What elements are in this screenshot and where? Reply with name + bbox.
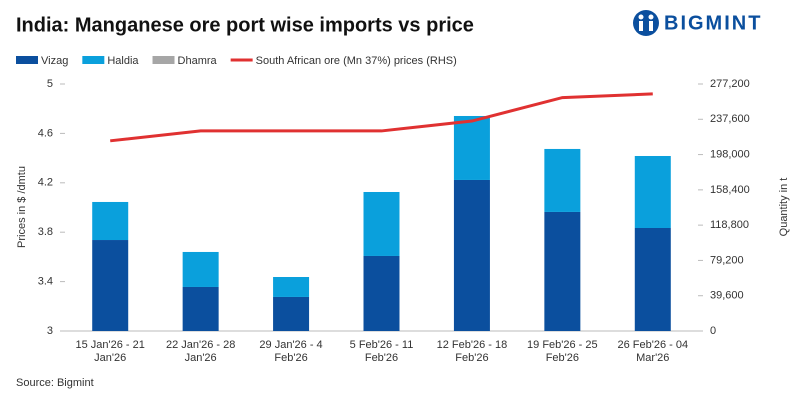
x-tick-label: 19 Feb'26 - 25 Feb'26 bbox=[527, 339, 598, 364]
x-tick-label: 5 Feb'26 - 11 Feb'26 bbox=[349, 339, 414, 364]
chart-title: India: Manganese ore port wise imports v… bbox=[16, 14, 474, 36]
y2-tick-label: 237,600 bbox=[710, 113, 750, 125]
bar bbox=[273, 296, 310, 331]
bar bbox=[634, 227, 671, 331]
legend-swatch bbox=[82, 56, 105, 64]
bar bbox=[453, 115, 490, 180]
x-tick-label: 29 Jan'26 - 4 Feb'26 bbox=[259, 339, 323, 364]
bar bbox=[92, 240, 129, 331]
x-tick-label: 22 Jan'26 - 28 Jan'26 bbox=[165, 339, 236, 364]
bar bbox=[182, 286, 219, 331]
legend-label: Vizag bbox=[41, 55, 68, 67]
bar bbox=[273, 277, 310, 297]
source: Source: Bigmint bbox=[16, 377, 94, 389]
legend-swatch bbox=[152, 56, 175, 64]
y-tick-label: 3 bbox=[47, 325, 53, 337]
y2-tick-label: 277,200 bbox=[710, 78, 750, 90]
bar bbox=[363, 191, 400, 256]
bar bbox=[363, 255, 400, 331]
logo-text: BIGMINT bbox=[664, 12, 762, 34]
x-tick-label: 15 Jan'26 - 21 Jan'26 bbox=[75, 339, 145, 364]
bar bbox=[92, 201, 129, 241]
bar bbox=[453, 179, 490, 331]
y-axis-title: Prices in $ /dmtu bbox=[16, 166, 28, 248]
y-tick-label: 5 bbox=[47, 78, 53, 90]
x-tick-label: 12 Feb'26 - 18 Feb'26 bbox=[436, 339, 508, 364]
y2-tick-label: 158,400 bbox=[710, 184, 750, 196]
price-line bbox=[110, 92, 653, 143]
y2-tick-label: 39,600 bbox=[710, 290, 744, 302]
legend-swatch bbox=[16, 56, 38, 64]
y-tick-label: 3.8 bbox=[38, 226, 53, 238]
y-tick-label: 4.2 bbox=[38, 177, 53, 189]
bar bbox=[634, 155, 671, 228]
legend-label: Haldia bbox=[107, 55, 139, 67]
logo-icon bbox=[633, 10, 659, 36]
y-tick-label: 4.6 bbox=[38, 127, 53, 139]
legend-label: South African ore (Mn 37%) prices (RHS) bbox=[256, 55, 457, 67]
y2-tick-label: 198,000 bbox=[710, 148, 750, 160]
y2-tick-label: 79,200 bbox=[710, 254, 744, 266]
y2-tick-label: 0 bbox=[710, 325, 716, 337]
y2-tick-label: 118,800 bbox=[710, 219, 749, 231]
bar bbox=[182, 251, 219, 287]
bar bbox=[544, 148, 581, 212]
x-tick-label: 26 Feb'26 - 04 Mar'26 bbox=[617, 339, 689, 364]
y2-axis-title: Quantity in t bbox=[778, 178, 790, 237]
legend-label: Dhamra bbox=[178, 55, 218, 67]
y-tick-label: 3.4 bbox=[38, 276, 53, 288]
bar bbox=[544, 211, 581, 331]
